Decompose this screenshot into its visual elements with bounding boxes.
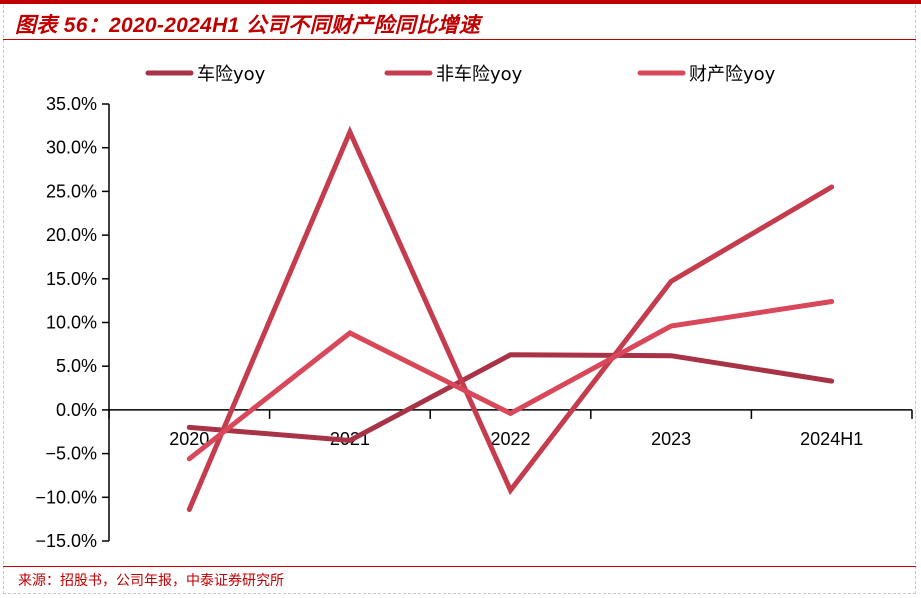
y-tick-label: −15.0%: [35, 531, 97, 551]
y-tick-label: 10.0%: [46, 313, 97, 333]
y-tick-label: 20.0%: [46, 225, 97, 245]
series-line: [186, 352, 835, 444]
figure-frame: [3, 0, 916, 594]
y-tick-label: 0.0%: [56, 400, 97, 420]
series-line: [186, 299, 835, 462]
x-tick-label: 2022: [490, 429, 530, 449]
legend-item: 财产险yoy: [637, 64, 776, 85]
legend-label: 车险yoy: [197, 64, 266, 85]
y-tick-label: 5.0%: [56, 356, 97, 376]
x-axis: 2020 2021 2022 2023 2024H1: [108, 409, 913, 449]
legend-label: 财产险yoy: [689, 64, 776, 85]
y-tick-label: 35.0%: [46, 94, 97, 114]
source-divider: [3, 566, 916, 567]
x-tick-label: 2020: [169, 429, 209, 449]
legend: 车险yoy 非车险yoy 财产险yoy: [145, 64, 776, 85]
y-tick-label: −5.0%: [45, 444, 97, 464]
title-divider: [3, 39, 916, 40]
y-tick-label: −10.0%: [35, 487, 97, 507]
source-note: 来源：招股书，公司年报，中泰证券研究所: [18, 573, 284, 589]
y-tick-label: 25.0%: [46, 181, 97, 201]
x-tick-label: 2024H1: [800, 429, 863, 449]
legend-item: 车险yoy: [145, 64, 266, 85]
y-tick-label: 15.0%: [46, 269, 97, 289]
legend-item: 非车险yoy: [384, 64, 523, 85]
x-tick-label: 2023: [651, 429, 691, 449]
top-rule: [0, 0, 921, 4]
figure-title: 图表 56：2020-2024H1 公司不同财产险同比增速: [15, 14, 480, 37]
y-tick-label: 30.0%: [46, 138, 97, 158]
y-axis: 35.0% 30.0% 25.0% 20.0% 15.0% 10.0% 5.0% 0.0% −5…: [35, 94, 110, 551]
legend-label: 非车险yoy: [436, 64, 523, 85]
series-lines: [186, 125, 835, 512]
series-line: [186, 125, 835, 512]
